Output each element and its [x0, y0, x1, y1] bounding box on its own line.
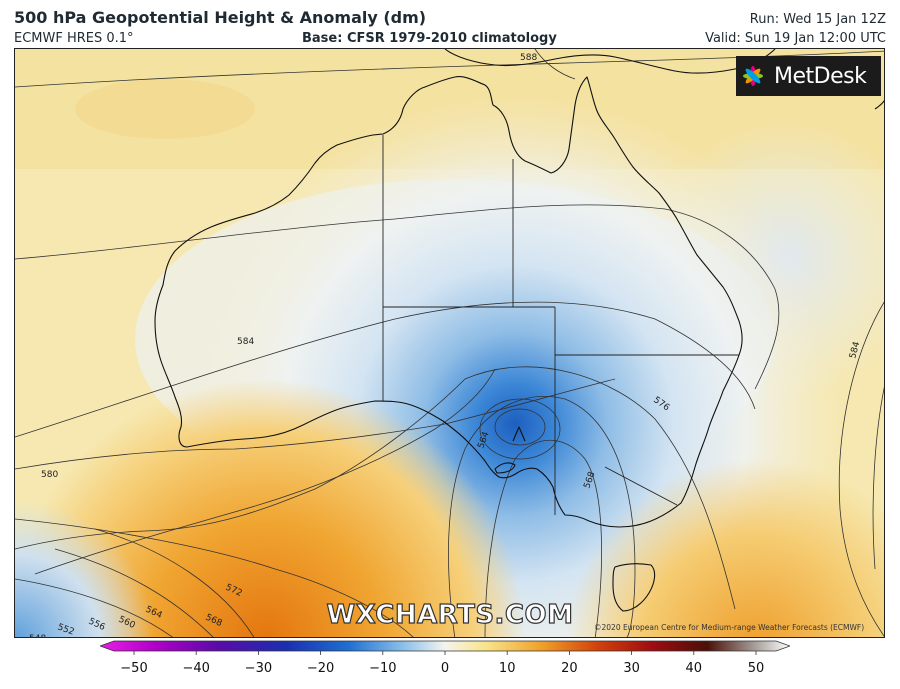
colorbar-tick-label: −40 — [182, 661, 209, 676]
model-label: ECMWF HRES 0.1° — [14, 31, 134, 46]
contour-label-584: 584 — [237, 337, 254, 347]
contour-label-580: 580 — [41, 470, 58, 480]
colorbar-tick-label: −30 — [245, 661, 272, 676]
ecmwf-copyright: ©2020 European Centre for Medium-range W… — [594, 623, 865, 632]
contour-label-588: 588 — [520, 53, 537, 63]
chart-title: 500 hPa Geopotential Height & Anomaly (d… — [14, 8, 427, 27]
colorbar-ramp — [100, 640, 790, 652]
contour-label-548: 548 — [29, 634, 46, 638]
valid-time-label: Valid: Sun 19 Jan 12:00 UTC — [705, 31, 886, 46]
anomaly-map: 588 584 580 576 572 568 564 560 556 552 … — [15, 49, 884, 638]
coastline — [154, 49, 884, 612]
metdesk-logo-icon — [743, 66, 763, 86]
colorbar-tick-label: 50 — [748, 661, 765, 676]
height-contours — [15, 49, 884, 637]
anomaly-colorbar: −50 −40 −30 −20 −10 0 10 20 30 40 50 — [100, 640, 790, 676]
contour-label-584-east: 584 — [848, 340, 862, 359]
colorbar-tick-label: −10 — [369, 661, 396, 676]
colorbar-tick-label: 40 — [686, 661, 703, 676]
state-borders — [382, 135, 739, 515]
colorbar-tick-label: 10 — [499, 661, 516, 676]
colorbar-tick-label: 20 — [561, 661, 578, 676]
metdesk-logo-text: MetDesk — [774, 63, 867, 89]
contour-label-552: 552 — [56, 622, 76, 637]
map-panel[interactable]: 588 584 580 576 572 568 564 560 556 552 … — [14, 48, 885, 638]
run-time-label: Run: Wed 15 Jan 12Z — [749, 12, 886, 27]
colorbar-tick-label: −50 — [120, 661, 147, 676]
colorbar-tick-label: 30 — [623, 661, 640, 676]
colorbar-tick-label: 0 — [441, 661, 449, 676]
metdesk-logo: MetDesk — [736, 56, 881, 96]
climatology-base-label: Base: CFSR 1979-2010 climatology — [302, 31, 557, 46]
colorbar-tick-label: −20 — [307, 661, 334, 676]
